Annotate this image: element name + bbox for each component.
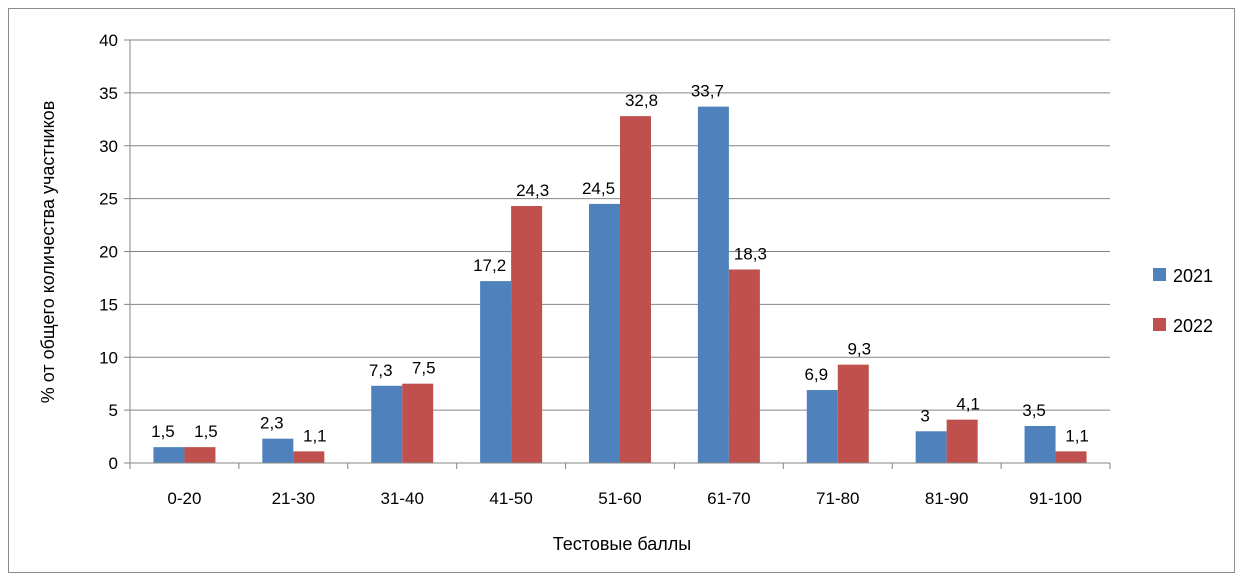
data-label-2021-81-90: 3 — [920, 406, 929, 425]
data-label-2022-0-20: 1,5 — [194, 422, 218, 441]
bar-2022-41-50 — [511, 206, 543, 463]
data-label-2021-41-50: 17,2 — [473, 256, 506, 275]
x-tick-label: 71-80 — [816, 489, 859, 508]
bar-2022-71-80 — [837, 364, 869, 463]
data-label-2022-41-50: 24,3 — [516, 181, 549, 200]
bar-2021-51-60 — [589, 203, 620, 463]
legend-swatch-2022 — [1153, 318, 1166, 331]
bar-2021-91-100 — [1024, 425, 1056, 463]
legend-swatch-2021 — [1153, 268, 1166, 281]
y-tick-label: 0 — [109, 454, 118, 473]
data-label-2021-91-100: 3,5 — [1022, 401, 1046, 420]
data-label-2022-61-70: 18,3 — [734, 244, 767, 263]
x-tick-label: 61-70 — [707, 489, 750, 508]
y-tick-label: 40 — [99, 31, 118, 50]
axes: 0 5 10 15 20 25 30 35 40 0-20 21-30 31-40 41-50 51-60… — [99, 31, 1111, 508]
bar-2021-81-90 — [915, 431, 947, 463]
data-label-2022-91-100: 1,1 — [1065, 426, 1089, 445]
bar-2021-71-80 — [806, 390, 838, 463]
data-label-2022-31-40: 7,5 — [412, 359, 436, 378]
y-tick-label: 15 — [99, 295, 118, 314]
data-labels: 1,5 2,3 7,3 17,2 24,5 33,7 6,9 3 3,5 1,5 1,1 7,5 24,… — [151, 82, 1089, 446]
bar-2022-61-70 — [728, 269, 760, 463]
bar-2022-31-40 — [402, 383, 434, 463]
x-tick-label: 41-50 — [489, 489, 532, 508]
bar-2021-61-70 — [697, 106, 729, 463]
x-tick-label: 91-100 — [1029, 489, 1082, 508]
y-tick-label: 25 — [99, 190, 118, 209]
data-label-2021-21-30: 2,3 — [260, 414, 284, 433]
y-tick-label: 35 — [99, 84, 118, 103]
bars — [153, 106, 1087, 463]
x-tick-label: 51-60 — [598, 489, 641, 508]
bar-2022-21-30 — [293, 451, 325, 463]
bar-2022-91-100 — [1055, 451, 1087, 463]
data-label-2021-71-80: 6,9 — [804, 365, 828, 384]
data-label-2022-71-80: 9,3 — [847, 340, 871, 359]
data-label-2021-31-40: 7,3 — [369, 361, 393, 380]
x-tick-label: 0-20 — [167, 489, 201, 508]
data-label-2021-61-70: 33,7 — [691, 82, 724, 101]
bar-2021-41-50 — [480, 281, 512, 463]
bar-2022-51-60 — [620, 116, 651, 463]
bar-2021-0-20 — [153, 447, 185, 463]
bar-2021-31-40 — [371, 385, 403, 463]
bar-2022-0-20 — [184, 447, 216, 463]
x-axis-title: Тестовые баллы — [553, 534, 691, 554]
bar-2022-81-90 — [946, 419, 978, 463]
data-label-2021-51-60: 24,5 — [582, 179, 615, 198]
data-label-2022-51-60: 32,8 — [625, 91, 658, 110]
legend-label-2022: 2022 — [1173, 316, 1213, 336]
x-tick-label: 81-90 — [925, 489, 968, 508]
y-tick-label: 5 — [109, 401, 118, 420]
data-label-2021-0-20: 1,5 — [151, 422, 175, 441]
y-tick-label: 10 — [99, 348, 118, 367]
y-tick-label: 30 — [99, 137, 118, 156]
legend: 2021 2022 — [1153, 266, 1213, 336]
x-tick-label: 31-40 — [380, 489, 423, 508]
data-label-2022-81-90: 4,1 — [956, 395, 980, 414]
y-axis-title: % от общего количества участников — [38, 101, 58, 404]
y-tick-label: 20 — [99, 243, 118, 262]
bar-2021-21-30 — [262, 438, 294, 463]
legend-label-2021: 2021 — [1173, 266, 1213, 286]
data-label-2022-21-30: 1,1 — [303, 426, 327, 445]
x-tick-label: 21-30 — [272, 489, 315, 508]
